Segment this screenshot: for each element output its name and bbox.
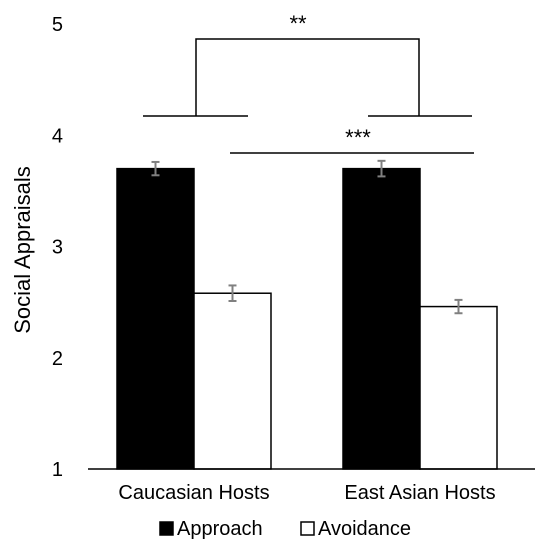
error-bar	[151, 160, 160, 177]
bar-avoidance-1	[193, 292, 272, 470]
error-bar	[377, 159, 386, 178]
y-tick-label: 1	[52, 459, 63, 481]
legend-item: Approach	[159, 518, 263, 540]
legend-swatch	[159, 521, 174, 536]
bar-approach-2	[342, 167, 421, 470]
error-bar	[454, 298, 463, 315]
legend: Approach Avoidance	[159, 518, 411, 540]
significance-label: **	[289, 11, 307, 36]
y-tick-label: 2	[52, 348, 63, 370]
y-tick-label: 5	[52, 14, 63, 36]
error-bars	[151, 159, 463, 315]
x-tick-label: East Asian Hosts	[344, 482, 495, 504]
x-tick-label: Caucasian Hosts	[118, 482, 269, 504]
y-tick-labels: 1 2 3 4 5	[52, 14, 63, 481]
significance-brackets: *****	[143, 11, 474, 154]
significance-label: ***	[345, 125, 371, 150]
bar-approach-1	[116, 167, 195, 470]
y-axis-title: Social Appraisals	[10, 166, 35, 334]
bars	[116, 167, 498, 470]
y-tick-label: 3	[52, 237, 63, 259]
legend-label: Avoidance	[318, 518, 411, 540]
bar-avoidance-2	[419, 305, 498, 470]
x-tick-labels: Caucasian Hosts East Asian Hosts	[118, 482, 495, 504]
legend-swatch	[300, 521, 315, 536]
y-tick-label: 4	[52, 125, 63, 147]
bracket-arc	[195, 38, 420, 116]
bracket-between-hosts	[143, 38, 472, 117]
error-bar	[228, 284, 237, 303]
legend-label: Approach	[177, 518, 263, 540]
legend-item: Avoidance	[300, 518, 411, 540]
